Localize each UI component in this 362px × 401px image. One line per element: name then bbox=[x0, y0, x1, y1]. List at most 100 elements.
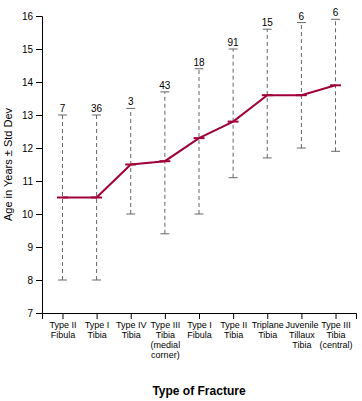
error-cap-upper bbox=[331, 19, 340, 20]
chart: 7 8 9 10 11 12 13 14 15 16 Type IIFibula Type ITibi… bbox=[0, 0, 362, 401]
x-tick-label: Type IVTibia bbox=[116, 320, 147, 340]
error-cap-upper bbox=[126, 108, 135, 109]
mean-marker bbox=[262, 94, 273, 96]
y-tick-label: 9 bbox=[27, 242, 33, 253]
n-label: 7 bbox=[60, 103, 66, 114]
error-cap-upper bbox=[58, 115, 67, 116]
y-tick: 13 bbox=[22, 110, 42, 121]
y-tick: 15 bbox=[22, 44, 42, 55]
x-tick: Type IIITibia(central) bbox=[320, 313, 353, 350]
n-label: 43 bbox=[159, 80, 171, 91]
x-tick-label: Type IIITibia(medialcorner) bbox=[151, 320, 181, 360]
error-cap-lower bbox=[263, 157, 272, 158]
n-label: 91 bbox=[228, 37, 240, 48]
mean-marker bbox=[91, 197, 102, 199]
x-tick-label: Type IITibia bbox=[220, 320, 247, 340]
error-cap-lower bbox=[229, 177, 238, 178]
y-tick-mark bbox=[36, 181, 42, 182]
x-tick: Type IIITibia(medialcorner) bbox=[151, 313, 181, 360]
x-tick: JuvenileTillauxTibia bbox=[285, 313, 318, 350]
x-axis: Type IIFibulaType ITibiaType IVTibiaType… bbox=[43, 313, 357, 360]
error-cap-lower bbox=[58, 280, 67, 281]
x-tick-mark bbox=[62, 313, 63, 319]
plot-area: 7 8 9 10 11 12 13 14 15 16 Type IIFibula Type ITibi… bbox=[22, 7, 357, 360]
mean-marker bbox=[159, 160, 170, 162]
error-cap-upper bbox=[297, 22, 306, 23]
x-tick-mark bbox=[165, 313, 166, 319]
mean-marker bbox=[194, 137, 205, 139]
error-bar bbox=[267, 29, 268, 158]
y-tick: 11 bbox=[23, 176, 42, 187]
mean-line bbox=[62, 85, 335, 197]
error-cap-lower bbox=[92, 280, 101, 281]
x-tick: Type IVTibia bbox=[116, 313, 147, 340]
y-tick: 7 bbox=[27, 308, 42, 319]
error-cap-lower bbox=[126, 214, 135, 215]
y-tick-label: 13 bbox=[22, 110, 34, 121]
y-tick-mark bbox=[36, 247, 42, 248]
n-label: 6 bbox=[333, 7, 339, 18]
x-tick: Type IIFibula bbox=[49, 313, 76, 340]
x-tick-mark bbox=[97, 313, 98, 319]
error-cap-lower bbox=[195, 214, 204, 215]
y-tick-label: 10 bbox=[22, 209, 34, 220]
y-tick: 10 bbox=[22, 209, 42, 220]
y-tick-mark bbox=[36, 16, 42, 17]
x-tick: TriplaneTibia bbox=[252, 313, 284, 340]
y-tick-mark bbox=[36, 214, 42, 215]
error-bar bbox=[130, 108, 131, 214]
x-tick: Type ITibia bbox=[85, 313, 110, 340]
y-axis-line bbox=[36, 17, 43, 314]
error-bar bbox=[301, 23, 302, 148]
y-axis-title: Age in Years ± Std Dev bbox=[2, 107, 14, 221]
y-tick: 14 bbox=[22, 77, 42, 88]
y-tick-mark bbox=[36, 115, 42, 116]
x-tick-label: Type ITibia bbox=[85, 320, 110, 340]
x-tick: Type IITibia bbox=[220, 313, 247, 340]
y-tick: 16 bbox=[22, 11, 42, 22]
error-cap-lower bbox=[331, 151, 340, 152]
y-axis: 7 8 9 10 11 12 13 14 15 16 bbox=[22, 11, 43, 319]
x-tick-label: TriplaneTibia bbox=[252, 320, 284, 340]
mean-marker bbox=[228, 121, 239, 123]
mean-marker bbox=[330, 84, 341, 86]
y-tick-mark bbox=[36, 313, 42, 314]
y-tick-label: 14 bbox=[22, 77, 34, 88]
y-tick-mark bbox=[36, 82, 42, 83]
x-axis-title: Type of Fracture bbox=[152, 384, 245, 398]
y-tick-label: 8 bbox=[27, 275, 33, 286]
y-tick: 9 bbox=[27, 242, 42, 253]
x-tick-label: Type IIITibia(central) bbox=[320, 320, 353, 350]
y-tick-label: 11 bbox=[23, 176, 34, 187]
y-tick: 8 bbox=[27, 275, 42, 286]
error-bar bbox=[199, 69, 200, 214]
marks bbox=[57, 19, 341, 280]
n-label: 3 bbox=[128, 96, 134, 107]
n-label: 18 bbox=[193, 57, 205, 68]
n-label: 6 bbox=[299, 11, 305, 22]
error-cap-lower bbox=[297, 148, 306, 149]
y-tick-label: 7 bbox=[27, 308, 33, 319]
error-bar bbox=[233, 49, 234, 178]
y-tick-mark bbox=[36, 148, 42, 149]
annotations: 73634318911566 bbox=[60, 7, 339, 114]
mean-marker bbox=[57, 197, 68, 199]
x-tick-mark bbox=[336, 313, 337, 319]
mean-marker bbox=[296, 94, 307, 96]
error-cap-upper bbox=[160, 91, 169, 92]
x-tick-mark bbox=[199, 313, 200, 319]
error-cap-upper bbox=[195, 68, 204, 69]
y-tick-mark bbox=[36, 280, 42, 281]
n-label: 15 bbox=[262, 17, 274, 28]
x-tick-label: Type IIFibula bbox=[49, 320, 76, 340]
y-tick-label: 16 bbox=[22, 11, 34, 22]
error-cap-upper bbox=[229, 49, 238, 50]
y-tick-label: 15 bbox=[22, 44, 34, 55]
x-tick-label: JuvenileTillauxTibia bbox=[285, 320, 318, 350]
y-tick-label: 12 bbox=[22, 143, 34, 154]
x-axis-line bbox=[43, 314, 357, 320]
x-tick-mark bbox=[233, 313, 234, 319]
y-tick-mark bbox=[36, 49, 42, 50]
x-tick: Type IFibula bbox=[187, 313, 212, 340]
x-tick-label: Type IFibula bbox=[187, 320, 212, 340]
